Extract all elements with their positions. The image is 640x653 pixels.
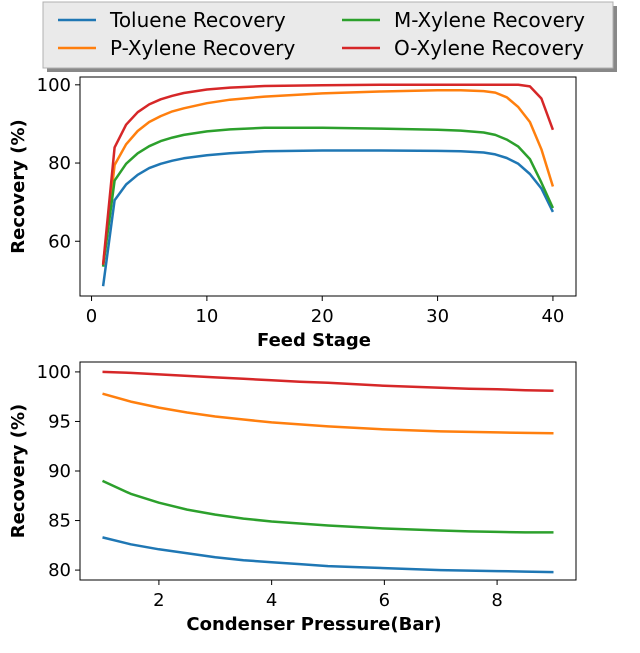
x-tick-label: 20 <box>311 306 334 327</box>
x-tick-label: 10 <box>195 306 218 327</box>
series-line-p-xylene-recovery <box>102 392 554 435</box>
y-tick-label: 95 <box>48 411 71 432</box>
x-tick-label: 4 <box>266 590 277 611</box>
x-tick-label: 8 <box>491 590 502 611</box>
condenser-pressure-plot: 2 4 6 8 80 85 90 95 100 Condenser Pressure(Bar) Re… <box>8 361 577 635</box>
legend-label: Toluene Recovery <box>109 8 286 32</box>
legend-box <box>42 1 614 69</box>
x-axis-title: Condenser Pressure(Bar) <box>186 614 441 635</box>
y-axis-title: Recovery (%) <box>8 404 29 538</box>
x-tick-label: 2 <box>153 590 164 611</box>
x-tick-label: 0 <box>86 306 97 327</box>
legend-label: P-Xylene Recovery <box>110 36 295 60</box>
series-line-m-xylene-recovery <box>101 479 554 534</box>
series-line-p-xylene-recovery <box>101 89 555 265</box>
legend-label: O-Xylene Recovery <box>394 36 584 60</box>
y-tick-label: 100 <box>37 75 71 96</box>
y-tick-label: 85 <box>48 511 71 532</box>
y-axis-title: Recovery (%) <box>8 119 29 253</box>
legend-label: M-Xylene Recovery <box>394 8 585 32</box>
y-tick-label: 80 <box>48 560 71 581</box>
y-tick-label: 60 <box>48 231 71 252</box>
plot-frame <box>79 76 577 297</box>
legend: Toluene Recovery P-Xylene Recovery M-Xylen… <box>42 1 617 72</box>
x-axis-title: Feed Stage <box>257 330 371 351</box>
x-tick-label: 30 <box>426 306 449 327</box>
series-line-toluene-recovery <box>102 536 554 574</box>
feed-stage-plot: 0 10 20 30 40 60 80 100 Feed Stage Recovery (%) <box>8 75 577 351</box>
y-tick-label: 100 <box>37 362 71 383</box>
series-line-o-xylene-recovery <box>102 370 554 392</box>
series-line-toluene-recovery <box>101 149 555 287</box>
x-tick-label: 6 <box>379 590 390 611</box>
series-line-o-xylene-recovery <box>101 83 555 265</box>
y-tick-label: 90 <box>48 461 71 482</box>
x-tick-label: 40 <box>541 306 564 327</box>
series-line-m-xylene-recovery <box>101 126 555 267</box>
y-tick-label: 80 <box>48 153 71 174</box>
